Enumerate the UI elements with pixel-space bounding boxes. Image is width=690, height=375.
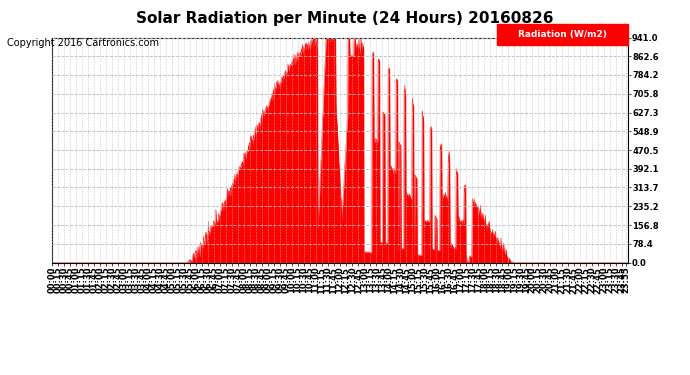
- Text: Solar Radiation per Minute (24 Hours) 20160826: Solar Radiation per Minute (24 Hours) 20…: [136, 11, 554, 26]
- Text: Radiation (W/m2): Radiation (W/m2): [518, 30, 607, 39]
- Text: Copyright 2016 Cartronics.com: Copyright 2016 Cartronics.com: [7, 38, 159, 48]
